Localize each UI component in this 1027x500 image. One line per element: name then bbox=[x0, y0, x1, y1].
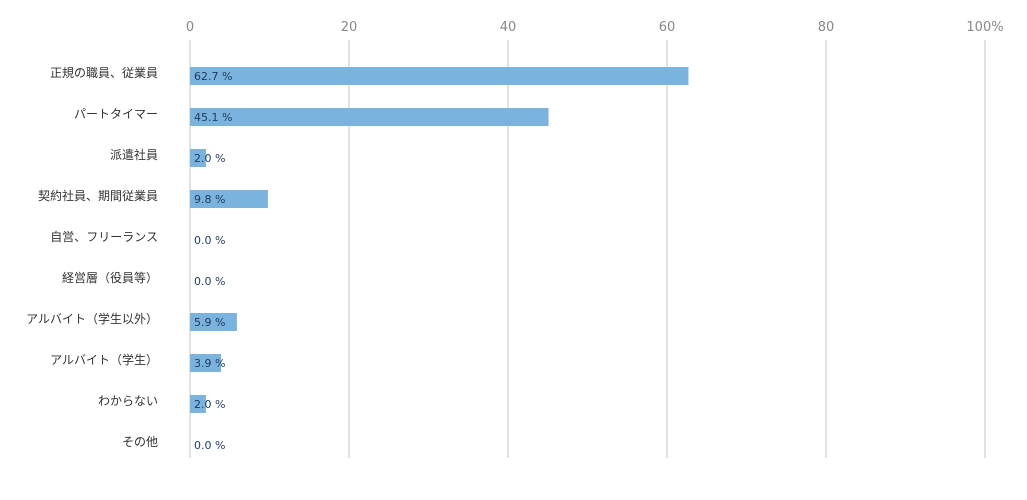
bar bbox=[190, 67, 689, 85]
data-label: 0.0 % bbox=[194, 439, 225, 452]
data-label: 9.8 % bbox=[194, 193, 225, 206]
bar bbox=[190, 149, 206, 167]
category-label: アルバイト（学生） bbox=[50, 352, 158, 367]
x-tick-label: 40 bbox=[500, 20, 517, 35]
category-labels: 正規の職員、従業員パートタイマー派遣社員契約社員、期間従業員自営、フリーランス経… bbox=[26, 65, 158, 449]
category-label: アルバイト（学生以外） bbox=[26, 311, 158, 326]
data-label: 0.0 % bbox=[194, 275, 225, 288]
data-label: 3.9 % bbox=[194, 357, 225, 370]
x-tick-label: 100% bbox=[966, 20, 1003, 35]
category-label: その他 bbox=[122, 435, 158, 449]
data-label: 0.0 % bbox=[194, 234, 225, 247]
bar bbox=[190, 190, 268, 208]
category-label: 契約社員、期間従業員 bbox=[38, 188, 158, 203]
bars bbox=[190, 67, 689, 413]
data-label: 5.9 % bbox=[194, 316, 225, 329]
x-axis-ticks: 0 20 40 60 80 100% bbox=[186, 20, 1004, 35]
bar bbox=[190, 108, 549, 126]
category-label: 正規の職員、従業員 bbox=[50, 65, 158, 80]
data-labels: 62.7 % 45.1 % 2.0 % 9.8 % 0.0 % 0.0 % 5.9 % 3.9… bbox=[194, 70, 232, 452]
x-tick-label: 20 bbox=[341, 20, 358, 35]
data-label: 2.0 % bbox=[194, 398, 225, 411]
category-label: 派遣社員 bbox=[110, 147, 158, 162]
category-label: 自営、フリーランス bbox=[50, 230, 158, 244]
x-tick-label: 80 bbox=[818, 20, 835, 35]
data-label: 2.0 % bbox=[194, 152, 225, 165]
bar bbox=[190, 395, 206, 413]
bar bbox=[190, 354, 222, 372]
category-label: 経営層（役員等） bbox=[62, 270, 158, 285]
data-label: 62.7 % bbox=[194, 70, 232, 83]
bar bbox=[190, 313, 237, 331]
x-tick-label: 60 bbox=[659, 20, 676, 35]
data-label: 45.1 % bbox=[194, 111, 232, 124]
grid-layer bbox=[189, 40, 986, 458]
category-label: わからない bbox=[98, 394, 158, 408]
category-label: パートタイマー bbox=[74, 107, 158, 121]
x-tick-label: 0 bbox=[186, 20, 194, 35]
